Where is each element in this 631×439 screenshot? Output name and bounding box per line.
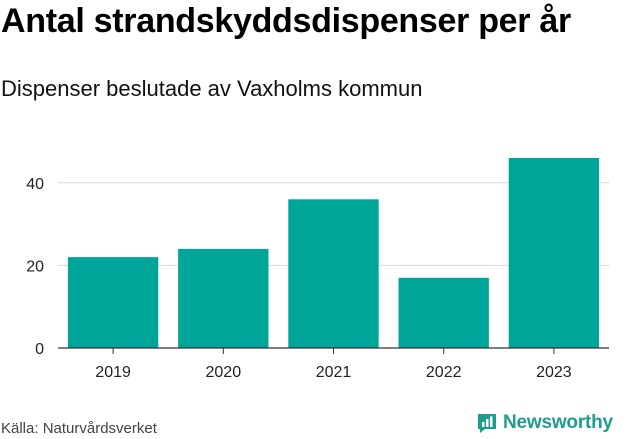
x-tick-label: 2023 [536,364,572,381]
chart-title: Antal strandskyddsdispenser per år [1,2,571,40]
y-tick-label: 0 [35,341,44,358]
chart-subtitle: Dispenser beslutade av Vaxholms kommun [1,76,423,101]
x-tick-label: 2021 [316,364,352,381]
y-tick-label: 20 [26,258,44,275]
bar-chart: 0 20 40 2019 2020 2021 2022 2023 [26,158,609,381]
x-tick-label: 2022 [426,364,462,381]
x-tick-label: 2019 [95,364,131,381]
bar [178,248,269,348]
bar [288,199,379,348]
x-tick-label: 2020 [206,364,242,381]
source-note: Källa: Naturvårdsverket [1,420,157,437]
newsworthy-logo: Newsworthy [476,409,613,437]
bar [67,257,159,348]
logo-text: Newsworthy [503,412,613,433]
bar-chart-speech-bubble-icon [478,414,496,433]
bar [398,277,489,348]
y-tick-label: 40 [26,176,44,193]
bar [508,158,600,348]
